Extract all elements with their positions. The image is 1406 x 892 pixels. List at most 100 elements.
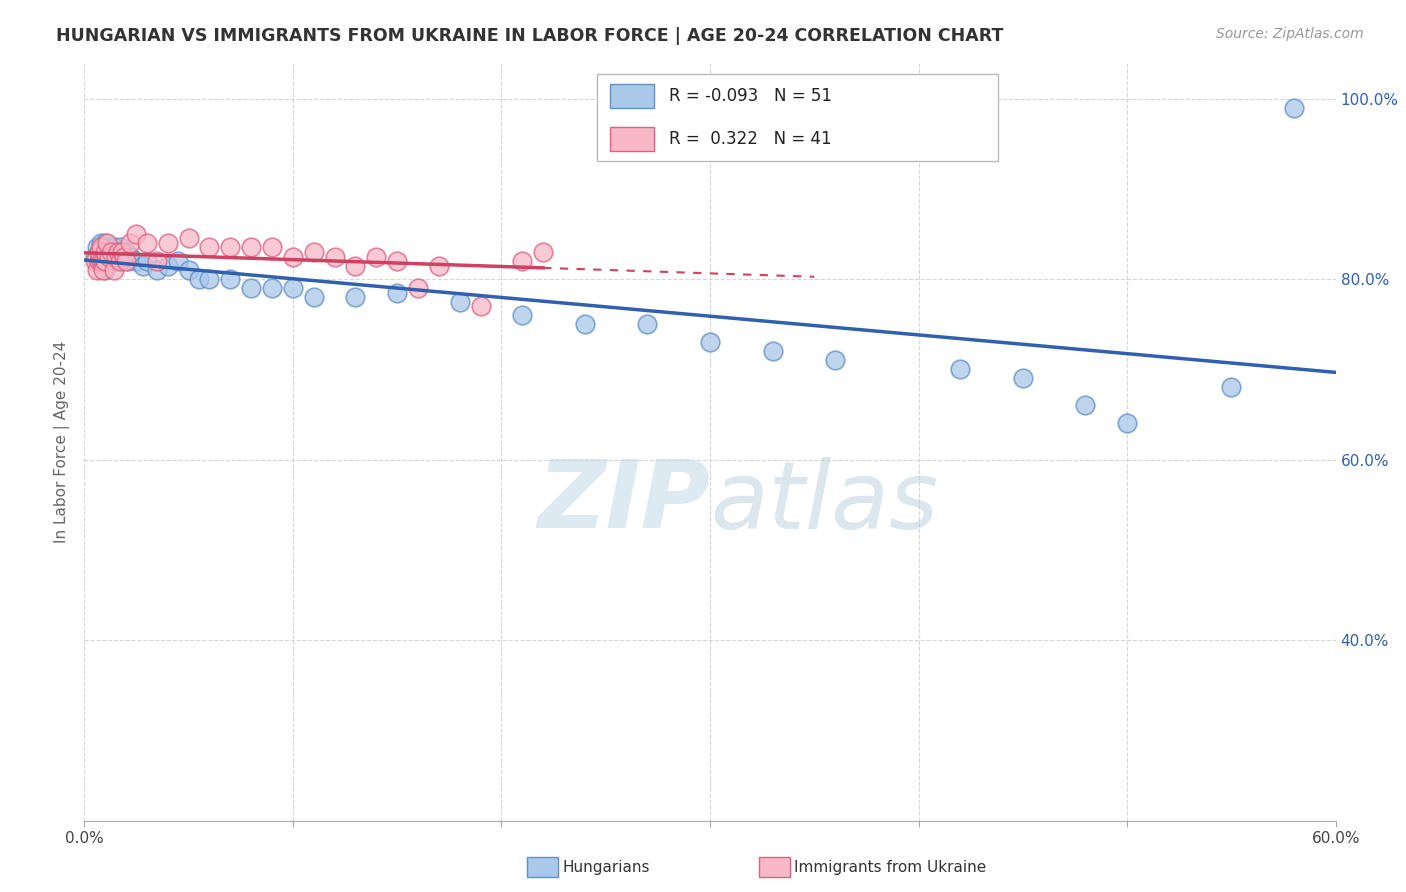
Point	[1116, 417, 1139, 431]
Point	[83, 254, 105, 268]
Point	[406, 281, 429, 295]
Point	[104, 250, 127, 264]
Point	[91, 240, 114, 254]
Point	[86, 240, 108, 254]
Point	[427, 259, 450, 273]
Point	[177, 263, 200, 277]
Text: R =  0.322   N = 41: R = 0.322 N = 41	[669, 130, 831, 148]
Text: atlas: atlas	[710, 457, 938, 548]
Point	[107, 250, 129, 264]
Point	[90, 254, 112, 268]
Point	[94, 254, 117, 268]
Point	[115, 254, 138, 268]
Text: Hungarians: Hungarians	[562, 860, 650, 874]
Point	[120, 250, 142, 264]
Text: Immigrants from Ukraine: Immigrants from Ukraine	[794, 860, 987, 874]
Point	[146, 263, 169, 277]
Point	[262, 281, 284, 295]
FancyBboxPatch shape	[610, 84, 654, 108]
Point	[198, 272, 221, 286]
Point	[107, 244, 129, 259]
Point	[87, 254, 110, 268]
Point	[103, 240, 125, 254]
Point	[262, 240, 284, 254]
Point	[125, 227, 148, 241]
Point	[94, 244, 117, 259]
Point	[1074, 399, 1097, 413]
Point	[156, 259, 179, 273]
Point	[1220, 380, 1243, 394]
Point	[120, 235, 142, 250]
Point	[177, 231, 200, 245]
Point	[86, 263, 108, 277]
Point	[219, 240, 242, 254]
Point	[637, 317, 659, 331]
Point	[115, 244, 138, 259]
Point	[323, 250, 346, 264]
Point	[188, 272, 211, 286]
Text: HUNGARIAN VS IMMIGRANTS FROM UKRAINE IN LABOR FORCE | AGE 20-24 CORRELATION CHAR: HUNGARIAN VS IMMIGRANTS FROM UKRAINE IN …	[56, 27, 1004, 45]
Point	[96, 235, 118, 250]
Point	[132, 259, 155, 273]
Point	[117, 254, 139, 268]
Point	[531, 244, 554, 259]
Point	[167, 254, 190, 268]
Text: Source: ZipAtlas.com: Source: ZipAtlas.com	[1216, 27, 1364, 41]
Point	[100, 250, 122, 264]
Text: R = -0.093   N = 51: R = -0.093 N = 51	[669, 87, 832, 104]
Point	[344, 290, 367, 304]
Point	[699, 335, 721, 350]
Point	[136, 235, 159, 250]
Point	[344, 259, 367, 273]
Point	[762, 344, 785, 359]
Point	[302, 290, 325, 304]
Point	[281, 281, 304, 295]
Point	[94, 263, 117, 277]
Point	[104, 254, 127, 268]
Point	[90, 254, 112, 268]
Point	[219, 272, 242, 286]
Point	[146, 254, 169, 268]
Point	[103, 263, 125, 277]
Point	[574, 317, 596, 331]
Point	[98, 244, 121, 259]
Point	[385, 254, 409, 268]
Point	[91, 250, 114, 264]
Point	[87, 244, 110, 259]
Point	[100, 244, 122, 259]
Text: ZIP: ZIP	[537, 456, 710, 549]
Point	[83, 250, 105, 264]
Point	[104, 244, 127, 259]
Point	[198, 240, 221, 254]
Point	[91, 263, 114, 277]
FancyBboxPatch shape	[610, 128, 654, 152]
Point	[449, 294, 471, 309]
Point	[1282, 101, 1305, 115]
Point	[90, 240, 112, 254]
FancyBboxPatch shape	[598, 74, 998, 161]
Point	[111, 254, 134, 268]
Point	[366, 250, 388, 264]
Point	[112, 250, 135, 264]
Point	[281, 250, 304, 264]
Point	[470, 299, 492, 313]
Point	[136, 254, 159, 268]
Point	[512, 308, 534, 322]
Point	[156, 235, 179, 250]
Point	[385, 285, 409, 300]
Point	[512, 254, 534, 268]
Point	[949, 362, 972, 376]
Point	[94, 254, 117, 268]
Point	[91, 254, 114, 268]
Point	[240, 240, 263, 254]
Point	[1012, 371, 1035, 385]
Point	[240, 281, 263, 295]
Point	[94, 235, 117, 250]
Point	[87, 244, 110, 259]
Point	[112, 250, 135, 264]
Point	[98, 250, 121, 264]
Point	[108, 254, 131, 268]
Point	[108, 240, 131, 254]
Point	[111, 244, 134, 259]
Point	[125, 254, 148, 268]
